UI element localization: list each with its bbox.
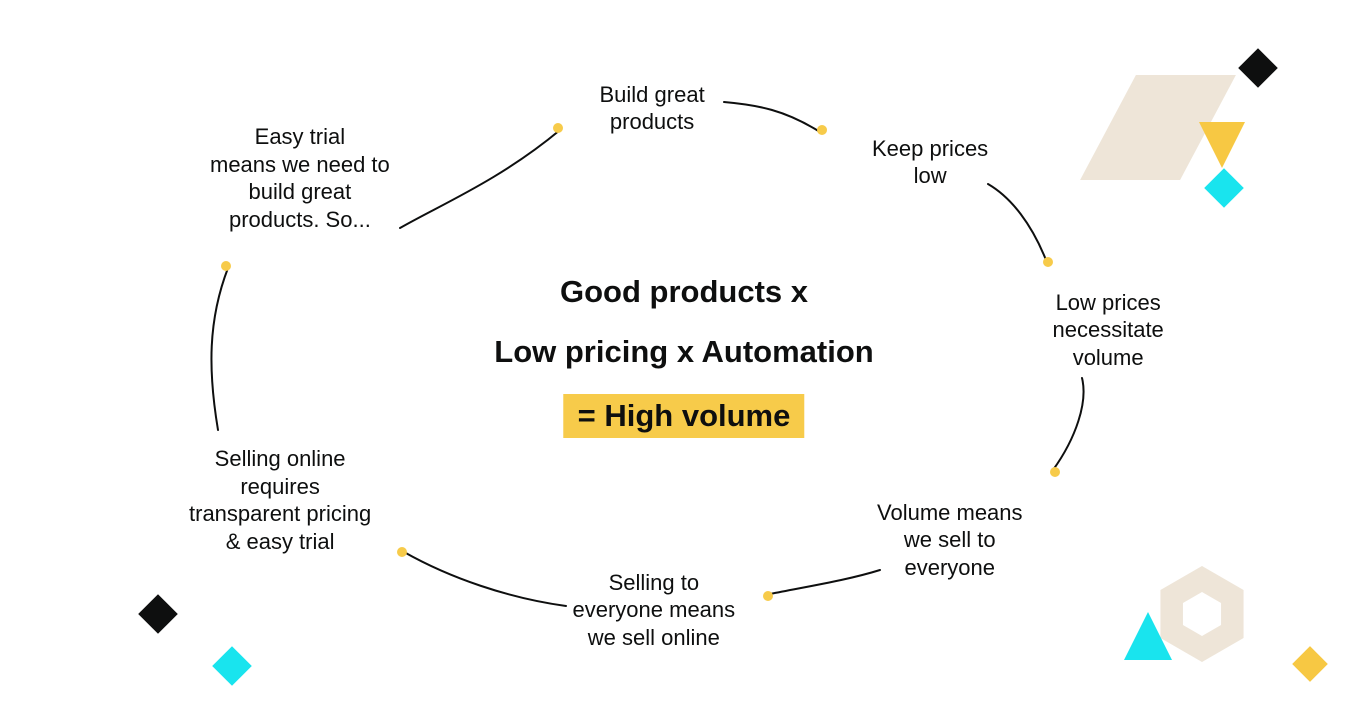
deco-diamond-5 <box>212 646 252 691</box>
cycle-dot-2 <box>817 125 827 135</box>
deco-triangle-down-2 <box>1199 122 1245 173</box>
cycle-arc-6 <box>404 552 566 606</box>
cycle-dot-3 <box>1043 257 1053 267</box>
cycle-node-n6: Selling onlinerequirestransparent pricin… <box>189 445 371 555</box>
center-line1: Good products x <box>494 274 873 310</box>
center-line2: Low pricing x Automation <box>494 334 873 370</box>
cycle-dot-1 <box>553 123 563 133</box>
cycle-dot-6 <box>397 547 407 557</box>
diagram-stage: { "layout":{"width":1368,"height":712,"b… <box>0 0 1368 712</box>
deco-diamond-8 <box>1292 646 1328 687</box>
cycle-arc-1 <box>400 130 560 228</box>
deco-triangle-up-7 <box>1124 612 1172 665</box>
center-formula: Good products x Low pricing x Automation… <box>494 274 873 438</box>
deco-diamond-0 <box>1238 48 1278 93</box>
cycle-node-n4: Volume meanswe sell toeveryone <box>877 499 1023 582</box>
deco-diamond-4 <box>138 594 178 639</box>
center-line3-highlight: = High volume <box>564 394 805 438</box>
cycle-dot-4 <box>1050 467 1060 477</box>
cycle-node-n1: Build greatproducts <box>600 81 705 136</box>
cycle-arc-4 <box>1053 378 1084 470</box>
cycle-arc-3 <box>988 184 1046 260</box>
cycle-arc-7 <box>211 268 228 430</box>
cycle-node-n5: Selling toeveryone meanswe sell online <box>573 569 736 652</box>
cycle-dot-7 <box>221 261 231 271</box>
cycle-arc-2 <box>724 102 820 132</box>
deco-diamond-3 <box>1204 168 1244 213</box>
cycle-node-n7: Easy trialmeans we need tobuild greatpro… <box>210 123 390 233</box>
cycle-node-n3: Low pricesnecessitatevolume <box>1053 289 1164 372</box>
cycle-dot-5 <box>763 591 773 601</box>
cycle-arc-5 <box>770 570 880 594</box>
cycle-node-n2: Keep priceslow <box>872 135 988 190</box>
